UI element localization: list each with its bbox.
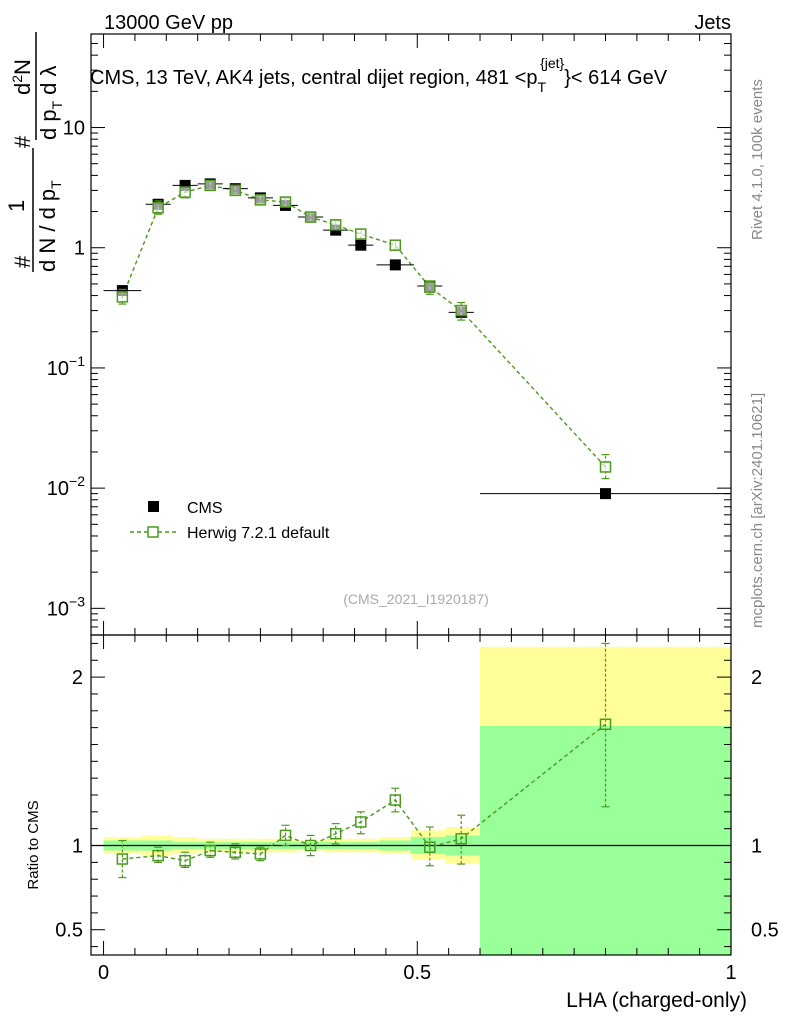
plot-title-end: }< 614 GeV bbox=[564, 67, 668, 89]
main-ytick-label: 10−2 bbox=[47, 473, 85, 500]
main-marks bbox=[103, 178, 731, 500]
ratio-bands bbox=[91, 646, 731, 955]
ylabel-dn: d N / d pT bbox=[35, 180, 64, 272]
watermark: (CMS_2021_I1920187) bbox=[343, 591, 489, 607]
cms-point bbox=[389, 259, 401, 271]
ylabel-d2n: d2N bbox=[9, 59, 35, 95]
ratio-ytick-label-left: 2 bbox=[72, 667, 83, 689]
main-ytick-label: 10 bbox=[63, 118, 85, 140]
mcplots-label: mcplots.cern.ch [arXiv:2401.10621] bbox=[749, 393, 766, 628]
ylabel-d2n-d: d bbox=[10, 83, 35, 95]
main-frame bbox=[90, 33, 732, 636]
main-ytick-base: 10 bbox=[47, 478, 69, 500]
ratio-mc-point bbox=[279, 829, 292, 842]
ratio-mc-point bbox=[599, 718, 612, 731]
mc-point bbox=[152, 202, 164, 214]
mc-point bbox=[455, 304, 467, 317]
ylabel-dn-sub: T bbox=[48, 180, 64, 189]
legend-mc-marker bbox=[147, 526, 159, 538]
plot-title-sub: T bbox=[538, 79, 547, 95]
ylabel-d2n-sup: 2 bbox=[9, 75, 25, 83]
ylabel-hash2: # bbox=[10, 135, 35, 148]
main-ytick-label: 10−1 bbox=[47, 353, 85, 380]
main-ylabel: # 1 d N / d pT # d2N d pTd λ bbox=[4, 32, 65, 272]
cms-point bbox=[355, 239, 367, 251]
ratio-mc-point bbox=[229, 846, 242, 859]
plot-title-sup: {jet} bbox=[540, 55, 564, 71]
mc-point bbox=[254, 194, 267, 206]
mc-point bbox=[229, 184, 242, 197]
ratio-ytick-label-right: 1 bbox=[751, 836, 762, 858]
ratio-mc-point bbox=[304, 839, 317, 852]
ratio-mc-point bbox=[455, 833, 467, 845]
mc-point bbox=[304, 211, 317, 223]
main-ytick-base: 10 bbox=[47, 358, 69, 380]
ratio-mc-line bbox=[122, 723, 606, 862]
legend-mc-label: Herwig 7.2.1 default bbox=[187, 525, 330, 542]
ratio-mc-point bbox=[355, 816, 367, 828]
mc-point bbox=[389, 239, 402, 251]
mc-point bbox=[424, 281, 436, 293]
ylabel-d2n-n: N bbox=[10, 59, 35, 75]
ratio-mc-point bbox=[424, 841, 436, 853]
mc-point bbox=[279, 196, 292, 208]
ratio-xtick-label: 0 bbox=[98, 962, 109, 984]
ylabel-dn-text: d N / d p bbox=[35, 189, 60, 272]
mc-point bbox=[204, 179, 216, 192]
ratio-mc-point bbox=[329, 827, 342, 840]
ratio-marks bbox=[116, 642, 612, 879]
ratio-mc-point bbox=[204, 844, 216, 857]
mc-point bbox=[329, 219, 342, 231]
main-ytick-label: 10−3 bbox=[47, 593, 85, 620]
ratio-ytick-label-right: 0.5 bbox=[751, 920, 779, 942]
ylabel-dp-sub: T bbox=[49, 100, 65, 109]
ratio-mc-point bbox=[254, 848, 267, 860]
ratio-mc-point bbox=[116, 853, 129, 865]
main-ytick-label: 1 bbox=[74, 238, 85, 260]
mc-point bbox=[355, 228, 367, 240]
ratio-ytick-label-left: 0.5 bbox=[55, 920, 83, 942]
rivet-label: Rivet 4.1.0, 100k events bbox=[749, 79, 766, 240]
mc-line bbox=[121, 184, 607, 468]
cms-point bbox=[600, 488, 612, 500]
main-ytick-exp: −3 bbox=[69, 593, 85, 609]
plot-title: CMS, 13 TeV, AK4 jets, central dijet reg… bbox=[90, 55, 668, 95]
ratio-xtick-label: 0.5 bbox=[403, 962, 431, 984]
cms-point bbox=[179, 179, 191, 191]
main-ytick-base: 1 bbox=[74, 238, 85, 260]
mc-point bbox=[179, 186, 191, 198]
ratio-xlabel: LHA (charged-only) bbox=[566, 989, 747, 1012]
legend-cms-label: CMS bbox=[187, 500, 223, 517]
ylabel-dp: d pTd λ bbox=[36, 65, 65, 140]
ylabel-hash: # bbox=[10, 255, 35, 268]
ratio-mc-point bbox=[179, 854, 191, 867]
ylabel-dl: d λ bbox=[36, 65, 61, 94]
legend: CMS Herwig 7.2.1 default bbox=[130, 500, 330, 542]
legend-cms-marker bbox=[148, 501, 159, 512]
ratio-ytick-label-left: 1 bbox=[72, 836, 83, 858]
cms-point bbox=[116, 285, 128, 297]
main-ytick-base: 10 bbox=[47, 598, 69, 620]
header-left: 13000 GeV pp bbox=[104, 12, 233, 34]
mc-point bbox=[116, 291, 129, 303]
ratio-ytick-label-right: 2 bbox=[751, 667, 762, 689]
header-right: Jets bbox=[694, 12, 731, 34]
plot-title-main: CMS, 13 TeV, AK4 jets, central dijet reg… bbox=[90, 67, 538, 89]
ylabel-dp-text: d p bbox=[36, 109, 61, 140]
ratio-ylabel: Ratio to CMS bbox=[25, 800, 42, 889]
main-ytick-exp: −1 bbox=[69, 353, 85, 369]
main-ytick-exp: −2 bbox=[69, 473, 85, 489]
mc-point bbox=[599, 461, 612, 473]
ylabel-one: 1 bbox=[4, 200, 29, 212]
ratio-mc-point bbox=[152, 849, 164, 862]
ratio-mc-point bbox=[389, 794, 402, 806]
main-ytick-base: 10 bbox=[63, 118, 85, 140]
ratio-xtick-label: 1 bbox=[725, 962, 736, 984]
